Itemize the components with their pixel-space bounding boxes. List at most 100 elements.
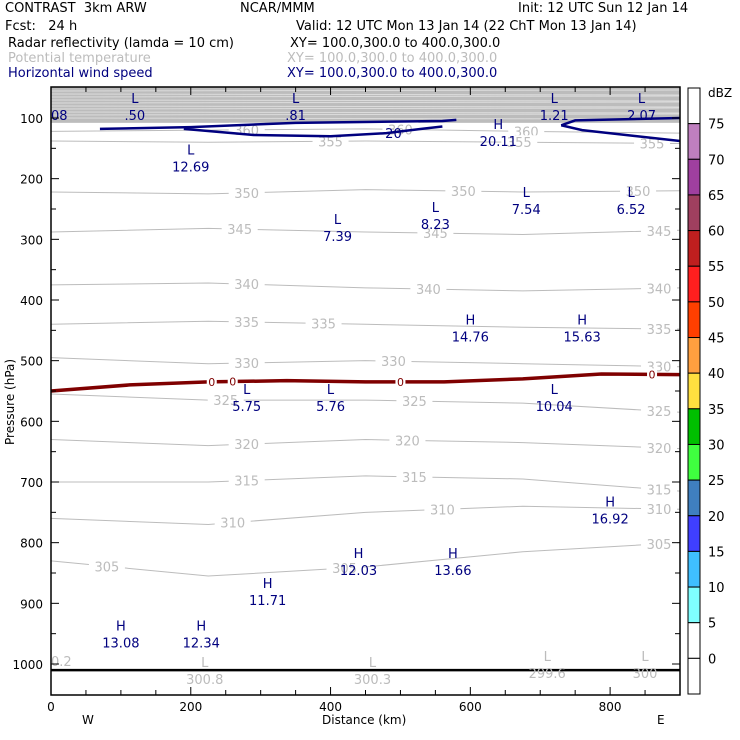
wind-extremum-low: L <box>187 143 195 158</box>
model-title: CONTRAST 3km ARW <box>5 1 147 16</box>
colorbar-level-label: 40 <box>708 367 725 382</box>
theta-contour-label: 315 <box>647 483 672 498</box>
wind-extremum-value: 12.34 <box>183 637 220 652</box>
reflectivity-contour-label: 0 <box>208 376 215 389</box>
theta-dense-line <box>50 111 681 114</box>
wind-extremum-high: H <box>465 313 475 328</box>
theta-extremum-value: 300.3 <box>354 673 391 688</box>
colorbar-swatch <box>687 87 701 125</box>
wind-extremum-value: 6.52 <box>617 203 646 218</box>
wind-extremum-value: 15.63 <box>564 330 601 345</box>
wind-contour-label: 20 <box>385 127 402 142</box>
wind-extremum-high: H <box>448 547 458 562</box>
colorbar-units: dBZ <box>708 86 732 100</box>
wind-extremum-value: 12.03 <box>340 564 377 579</box>
wind-extremum-value: 12.69 <box>172 160 209 175</box>
theta-contour-label: 315 <box>234 475 259 490</box>
wind-contour-20 <box>560 116 681 127</box>
theta-dense-line <box>50 105 681 108</box>
colorbar-swatch <box>687 586 701 624</box>
colorbar-swatch <box>687 515 701 552</box>
theta-contour-label: 350 <box>626 185 651 200</box>
wind-extremum-value: 16.92 <box>592 512 629 527</box>
theta-label-bg <box>375 354 412 369</box>
reflectivity-contour: 0 0 0 0 <box>50 368 681 393</box>
theta-label-bg <box>228 355 265 370</box>
theta-dense-line <box>50 107 681 110</box>
field-reflectivity-xy: XY= 100.0,300.0 to 400.0,300.0 <box>290 36 501 51</box>
wind-extremum-low: L <box>523 186 531 201</box>
theta-label-bg <box>88 559 125 574</box>
theta-extremum-low: L <box>641 650 649 665</box>
colorbar-level-label: 60 <box>708 225 725 240</box>
colorbar-level-label: 20 <box>708 510 725 525</box>
x-tick-label: 800 <box>599 700 622 714</box>
theta-dense-line <box>50 93 681 96</box>
colorbar-level-label: 70 <box>708 153 725 168</box>
reflectivity-contour-label: 0 <box>397 376 404 389</box>
x-tick-label: 400 <box>319 700 342 714</box>
colorbar-swatch <box>687 550 701 588</box>
theta-label-bg <box>424 502 461 517</box>
refl-label-bg <box>647 368 658 381</box>
theta-contour-label: 355 <box>318 135 343 150</box>
theta-extremum-value: 299.6 <box>529 667 566 682</box>
x-axis-label: Distance (km) <box>322 713 406 727</box>
refl-label-bg <box>206 375 217 388</box>
theta-contour-label: 335 <box>647 323 672 338</box>
wind-extremum-value: 7.54 <box>512 203 541 218</box>
theta-label-bg <box>389 433 426 448</box>
theta-contour-label: 310 <box>220 517 245 532</box>
wind-extremum-value: 10.04 <box>536 400 573 415</box>
wind-extremum-value: .81 <box>285 109 306 124</box>
wind-extremum-value: 14.76 <box>452 330 489 345</box>
theta-contour-label: 320 <box>395 434 420 449</box>
theta-contour-label: 340 <box>416 283 441 298</box>
init-time: Init: 12 UTC Sun 12 Jan 14 <box>518 1 689 16</box>
colorbar-level-label: 50 <box>708 296 725 311</box>
theta-label-bg <box>501 135 538 150</box>
wind-extremum-value: 8.23 <box>421 218 450 233</box>
colorbar-level-label: 35 <box>708 403 725 418</box>
y-tick-label: 300 <box>20 233 43 247</box>
theta-label-bg <box>445 184 482 199</box>
wind-extremum-high: H <box>196 620 206 635</box>
theta-dense-line <box>50 101 681 104</box>
theta-dense-line <box>50 117 681 120</box>
wind-extremum-high: H <box>605 495 615 510</box>
theta-contour-345 <box>50 227 681 235</box>
colorbar-swatch <box>687 158 701 196</box>
y-tick-label: 600 <box>20 415 43 429</box>
wind-extremum-value: .50 <box>125 109 146 124</box>
wind-extremum-high: H <box>577 313 587 328</box>
wind-extremum-low: L <box>292 92 300 107</box>
y-tick-label: 400 <box>20 294 43 308</box>
west-label: W <box>82 713 94 727</box>
wind-contour-20 <box>99 118 457 131</box>
colorbar-level-label: 55 <box>708 260 725 275</box>
theta-contour-label: 315 <box>402 471 427 486</box>
theta-contour-label: 305 <box>647 538 672 553</box>
y-tick-label: 1000 <box>12 658 43 672</box>
colorbar-level-label: 65 <box>708 189 725 204</box>
theta-contour-label: 345 <box>227 223 252 238</box>
theta-label-bg <box>641 281 678 296</box>
theta-contour-330 <box>50 357 681 368</box>
theta-label-bg <box>641 404 678 419</box>
theta-label-bg <box>228 314 265 329</box>
colorbar-swatch <box>687 443 701 481</box>
y-tick-label: 500 <box>20 355 43 369</box>
theta-dense-line <box>50 99 681 102</box>
theta-label-bg <box>641 223 678 238</box>
y-tick-label: 700 <box>20 476 43 490</box>
wind-extremum-value: 11.71 <box>249 594 286 609</box>
theta-contour-label: 355 <box>507 136 532 151</box>
field-reflectivity: Radar reflectivity (lamda = 10 cm) <box>8 36 234 51</box>
wind-extremum-high: H <box>263 577 273 592</box>
colorbar-swatch <box>687 372 701 410</box>
theta-contour-label: 350 <box>451 185 476 200</box>
colorbar-swatch <box>687 408 701 445</box>
wind-extremum-high: H <box>116 620 126 635</box>
